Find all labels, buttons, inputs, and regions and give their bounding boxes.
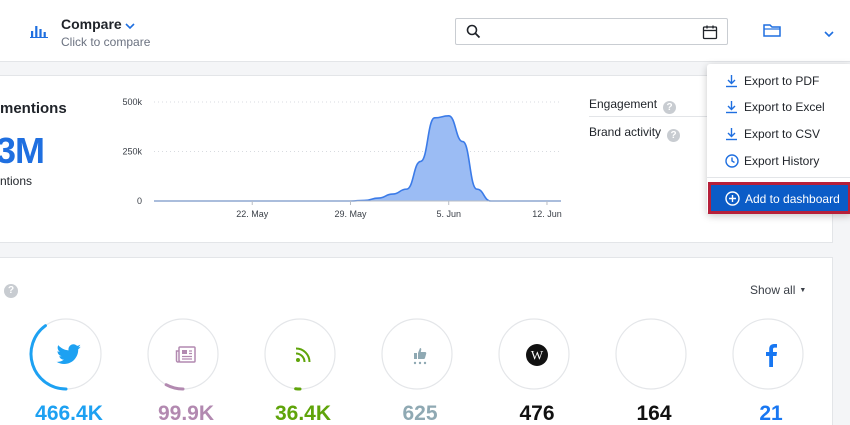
source-value: 99.9K xyxy=(157,402,215,425)
source-ring xyxy=(381,318,453,390)
menu-item-label: Export to PDF xyxy=(744,74,820,88)
show-all-label: Show all xyxy=(750,283,796,297)
menu-item-export-history[interactable]: Export History xyxy=(707,149,850,173)
menu-divider xyxy=(707,177,850,178)
rss-icon xyxy=(263,318,343,392)
review-icon xyxy=(380,318,460,392)
clock-icon xyxy=(725,154,739,171)
source-arc xyxy=(164,383,185,391)
search-input[interactable] xyxy=(486,22,691,41)
sources-card: ? Show all ▼ 466.4K 99.9K 36.4K xyxy=(0,257,833,425)
y-tick-label: 0 xyxy=(137,196,142,206)
kpi-label: Engagement xyxy=(589,97,658,111)
menu-item-label: Export to Excel xyxy=(744,100,825,114)
calendar-icon[interactable] xyxy=(702,24,718,45)
news-icon xyxy=(146,318,226,392)
menu-item-export-csv[interactable]: Export to CSV xyxy=(707,122,850,146)
source-reviews[interactable]: 625 xyxy=(380,318,460,425)
source-ring xyxy=(264,318,336,391)
divider xyxy=(589,116,709,117)
chevron-down-icon[interactable] xyxy=(823,26,835,44)
chart-area xyxy=(154,115,561,201)
y-tick-label: 500k xyxy=(122,97,142,107)
wikipedia-icon: W xyxy=(497,318,577,392)
plus-circle-icon xyxy=(725,191,740,209)
download-icon xyxy=(725,74,738,91)
bar-chart-icon[interactable] xyxy=(30,22,48,43)
help-icon[interactable]: ? xyxy=(663,101,677,114)
search-box[interactable] xyxy=(455,18,728,45)
kpi-brand-activity[interactable]: Brand activity? xyxy=(589,125,681,142)
show-all-button[interactable]: Show all ▼ xyxy=(750,283,806,297)
y-tick-label: 250k xyxy=(122,147,142,157)
chevron-down-icon[interactable] xyxy=(124,18,136,36)
source-twitter[interactable]: 466.4K xyxy=(29,318,109,425)
help-icon[interactable]: ? xyxy=(4,284,18,298)
download-icon xyxy=(725,100,738,117)
source-value: 36.4K xyxy=(274,402,332,425)
blank-icon xyxy=(614,318,694,392)
x-tick-label: 29. May xyxy=(334,209,367,219)
source-other[interactable]: 164 xyxy=(614,318,694,425)
menu-item-export-excel[interactable]: Export to Excel xyxy=(707,95,850,119)
source-value: 476 xyxy=(519,402,555,425)
mentions-title: mentions xyxy=(0,100,67,117)
source-value: 164 xyxy=(636,402,672,425)
caret-down-icon: ▼ xyxy=(799,287,807,294)
search-icon xyxy=(466,24,481,44)
source-arc xyxy=(29,324,68,391)
export-menu: Export to PDF Export to Excel Export to … xyxy=(707,64,850,214)
svg-text:W: W xyxy=(531,348,544,363)
source-ring xyxy=(498,318,570,390)
kpi-label: Brand activity xyxy=(589,125,662,139)
menu-item-add-to-dashboard[interactable]: Add to dashboard xyxy=(708,182,850,214)
mentions-value: 3M xyxy=(0,130,45,171)
mentions-card: mentions 3M ntions 500k 250k 0 22. May 29. M… xyxy=(0,75,833,243)
x-tick-label: 12. Jun xyxy=(532,209,562,219)
source-ring xyxy=(29,318,102,391)
menu-item-label: Export to CSV xyxy=(744,127,821,141)
chart-line xyxy=(153,115,561,202)
help-icon[interactable]: ? xyxy=(667,129,681,142)
compare-subtitle[interactable]: Click to compare xyxy=(61,35,151,49)
compare-title[interactable]: Compare xyxy=(61,16,122,32)
menu-item-export-pdf[interactable]: Export to PDF xyxy=(707,69,850,93)
folder-icon[interactable] xyxy=(762,21,782,44)
facebook-icon xyxy=(731,318,811,392)
menu-item-label: Add to dashboard xyxy=(745,192,840,206)
source-facebook[interactable]: 21 xyxy=(731,318,811,425)
x-tick-label: 5. Jun xyxy=(436,209,461,219)
source-value: 625 xyxy=(402,402,438,425)
source-ring xyxy=(615,318,687,390)
x-tick-label: 22. May xyxy=(236,209,269,219)
source-value: 466.4K xyxy=(35,402,103,425)
mentions-subtitle: ntions xyxy=(0,174,33,188)
source-rss[interactable]: 36.4K xyxy=(263,318,343,425)
top-bar: Compare Click to compare xyxy=(0,0,850,62)
source-value: 21 xyxy=(759,402,783,425)
source-news[interactable]: 99.9K xyxy=(146,318,226,425)
twitter-icon xyxy=(29,318,109,392)
download-icon xyxy=(725,127,738,144)
menu-item-label: Export History xyxy=(744,154,820,168)
source-wikipedia[interactable]: W 476 xyxy=(497,318,577,425)
source-ring xyxy=(732,318,804,390)
mentions-chart: 500k 250k 0 22. May 29. May 5. Jun 12. Jun xyxy=(122,97,562,219)
source-ring xyxy=(147,318,219,391)
kpi-engagement[interactable]: Engagement? xyxy=(589,97,677,114)
